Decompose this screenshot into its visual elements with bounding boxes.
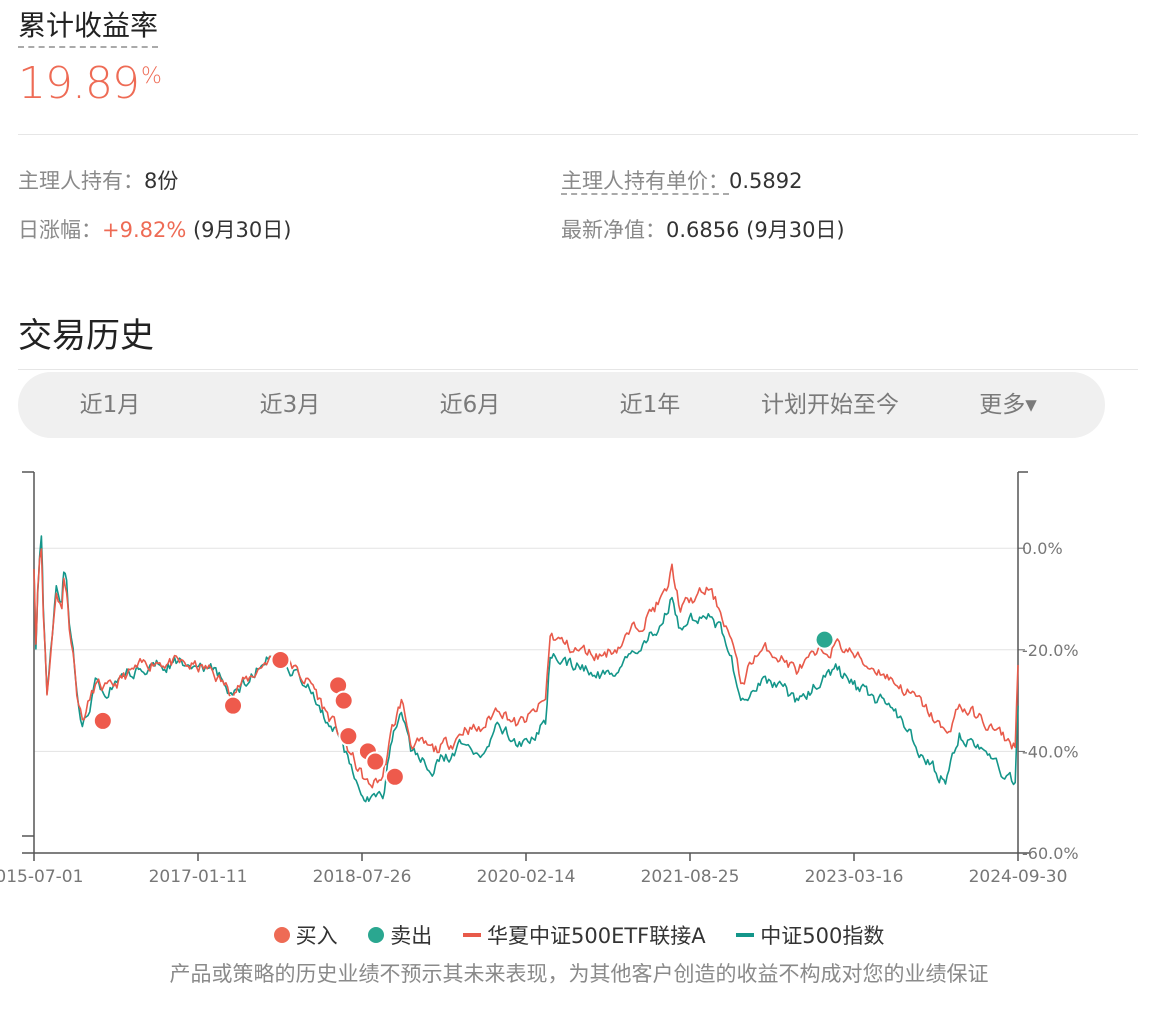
buy-point — [270, 649, 291, 670]
buy-point — [333, 690, 354, 711]
disclaimer: 产品或策略的历史业绩不预示其未来表现，为其他客户创造的收益不构成对您的业绩保证 — [169, 962, 989, 986]
buy-dot-icon — [273, 927, 290, 943]
buy-point — [223, 695, 244, 716]
fund-line-icon — [462, 933, 481, 937]
page-title[interactable]: 累计收益率 — [18, 6, 159, 48]
legend-sell[interactable]: 卖出 — [368, 920, 432, 950]
divider — [18, 134, 1138, 135]
cumulative-return-value: 19.89% — [18, 58, 162, 109]
y-tick-label: 0.0% — [1022, 539, 1063, 558]
nav-row: 最新净值：0.6856 (9月30日) — [561, 218, 845, 242]
legend-fund[interactable]: 华夏中证500ETF联接A — [462, 920, 706, 950]
x-tick-label: 2018-07-26 — [313, 867, 412, 887]
tab-since-start[interactable]: 计划开始至今 — [761, 392, 899, 418]
sell-dot-icon — [368, 927, 385, 943]
x-tick-label: 2023-03-16 — [805, 867, 904, 887]
fund-series-line — [33, 548, 1019, 789]
x-tick-label: 2024-09-30 — [969, 867, 1068, 887]
x-tick-label: 2020-02-14 — [477, 867, 576, 887]
x-tick-label: 2021-08-25 — [641, 867, 740, 887]
tab-3-months[interactable]: 近3月 — [259, 392, 321, 418]
legend-index[interactable]: 中证500指数 — [736, 920, 884, 950]
tab-1-year[interactable]: 近1年 — [619, 392, 681, 418]
unit-price-row: 主理人持有单价：0.5892 — [561, 169, 803, 195]
y-tick-label: -20.0% — [1022, 641, 1079, 660]
buy-point — [92, 710, 113, 731]
return-unit: % — [140, 64, 162, 89]
tab-6-months[interactable]: 近6月 — [439, 392, 501, 418]
x-tick-label: 2015-07-01 — [0, 867, 83, 887]
x-tick-label: 2017-01-11 — [149, 867, 248, 887]
performance-chart[interactable]: 0.0% -20.0% -40.0% -60.0% 2015-07-01 2017-01-… — [0, 460, 1158, 900]
index-line-icon — [736, 933, 755, 937]
tab-more[interactable]: 更多▾ — [979, 392, 1037, 418]
sell-point — [814, 629, 835, 650]
legend-buy[interactable]: 买入 — [273, 920, 338, 950]
unit-price-label[interactable]: 主理人持有单价： — [561, 169, 729, 195]
buy-point — [365, 751, 386, 772]
tab-1-month[interactable]: 近1月 — [79, 392, 141, 418]
section-title: 交易历史 — [18, 316, 154, 356]
chart-legend: 买入 卖出 华夏中证500ETF联接A 中证500指数 — [0, 920, 1158, 950]
y-tick-label: -60.0% — [1022, 844, 1079, 863]
divider — [18, 369, 1138, 370]
buy-point — [384, 766, 405, 787]
holding-row: 主理人持有：8份 — [18, 169, 179, 193]
y-tick-label: -40.0% — [1022, 742, 1079, 761]
daily-change-row: 日涨幅：+9.82% (9月30日) — [18, 218, 292, 242]
buy-point — [338, 726, 359, 747]
period-tabs: 近1月 近3月 近6月 近1年 计划开始至今 更多▾ — [18, 372, 1105, 438]
